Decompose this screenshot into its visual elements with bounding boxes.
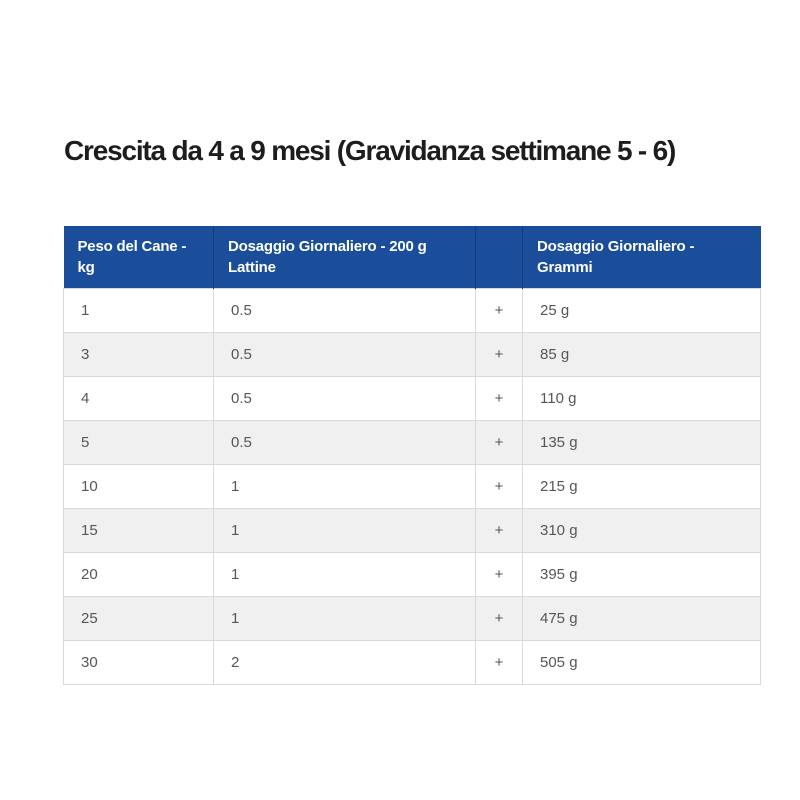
cell-grammi: 475 g bbox=[522, 595, 761, 641]
cell-lattine: 1 bbox=[213, 463, 476, 509]
cell-peso: 20 bbox=[63, 551, 214, 597]
cell-peso: 4 bbox=[63, 375, 214, 421]
plus-sign: + bbox=[475, 287, 523, 333]
cell-lattine: 1 bbox=[213, 595, 476, 641]
cell-lattine: 0.5 bbox=[213, 331, 476, 377]
cell-grammi: 135 g bbox=[522, 419, 761, 465]
cell-grammi: 310 g bbox=[522, 507, 761, 553]
cell-lattine: 0.5 bbox=[213, 419, 476, 465]
table-row: 20 1 +395 g bbox=[63, 551, 761, 597]
cell-grammi: 505 g bbox=[522, 639, 761, 685]
table-row: 15 1 +310 g bbox=[63, 507, 761, 553]
header-row: Peso del Cane - kg Dosaggio Giornaliero … bbox=[63, 226, 761, 288]
cell-peso: 30 bbox=[63, 639, 214, 685]
plus-sign: + bbox=[475, 375, 523, 421]
cell-peso: 10 bbox=[63, 463, 214, 509]
cell-grammi: 395 g bbox=[522, 551, 761, 597]
table-row: 5 0.5 +135 g bbox=[63, 419, 761, 465]
cell-lattine: 1 bbox=[213, 551, 476, 597]
table-row: 3 0.5 +85 g bbox=[63, 331, 761, 377]
cell-peso: 1 bbox=[63, 287, 214, 333]
dosage-table: Peso del Cane - kg Dosaggio Giornaliero … bbox=[63, 226, 761, 685]
header-cell-grammi: Dosaggio Giornaliero - Grammi bbox=[522, 226, 761, 288]
page-title: Crescita da 4 a 9 mesi (Gravidanza setti… bbox=[64, 135, 676, 167]
plus-sign: + bbox=[475, 463, 523, 509]
cell-lattine: 0.5 bbox=[213, 287, 476, 333]
cell-lattine: 2 bbox=[213, 639, 476, 685]
cell-lattine: 0.5 bbox=[213, 375, 476, 421]
table-row: 30 2 +505 g bbox=[63, 639, 761, 685]
cell-peso: 25 bbox=[63, 595, 214, 641]
table-row: 4 0.5 +110 g bbox=[63, 375, 761, 421]
cell-peso: 15 bbox=[63, 507, 214, 553]
cell-grammi: 25 g bbox=[522, 287, 761, 333]
dosage-table-body: 1 0.5 +25 g 3 0.5 +85 g 4 0.5 +110 g 5 0.5 +135 g 10… bbox=[63, 287, 761, 685]
dosage-table-header: Peso del Cane - kg Dosaggio Giornaliero … bbox=[63, 226, 761, 288]
header-cell-lattine: Dosaggio Giornaliero - 200 g Lattine bbox=[213, 226, 476, 288]
table-row: 1 0.5 +25 g bbox=[63, 287, 761, 333]
cell-lattine: 1 bbox=[213, 507, 476, 553]
plus-sign: + bbox=[475, 419, 523, 465]
table-row: 25 1 +475 g bbox=[63, 595, 761, 641]
cell-grammi: 215 g bbox=[522, 463, 761, 509]
cell-grammi: 85 g bbox=[522, 331, 761, 377]
plus-sign: + bbox=[475, 551, 523, 597]
table-row: 10 1 +215 g bbox=[63, 463, 761, 509]
cell-peso: 5 bbox=[63, 419, 214, 465]
plus-sign: + bbox=[475, 331, 523, 377]
cell-peso: 3 bbox=[63, 331, 214, 377]
plus-sign: + bbox=[475, 595, 523, 641]
plus-sign: + bbox=[475, 639, 523, 685]
header-cell-empty bbox=[475, 226, 523, 288]
header-cell-peso: Peso del Cane - kg bbox=[63, 226, 214, 288]
plus-sign: + bbox=[475, 507, 523, 553]
cell-grammi: 110 g bbox=[522, 375, 761, 421]
